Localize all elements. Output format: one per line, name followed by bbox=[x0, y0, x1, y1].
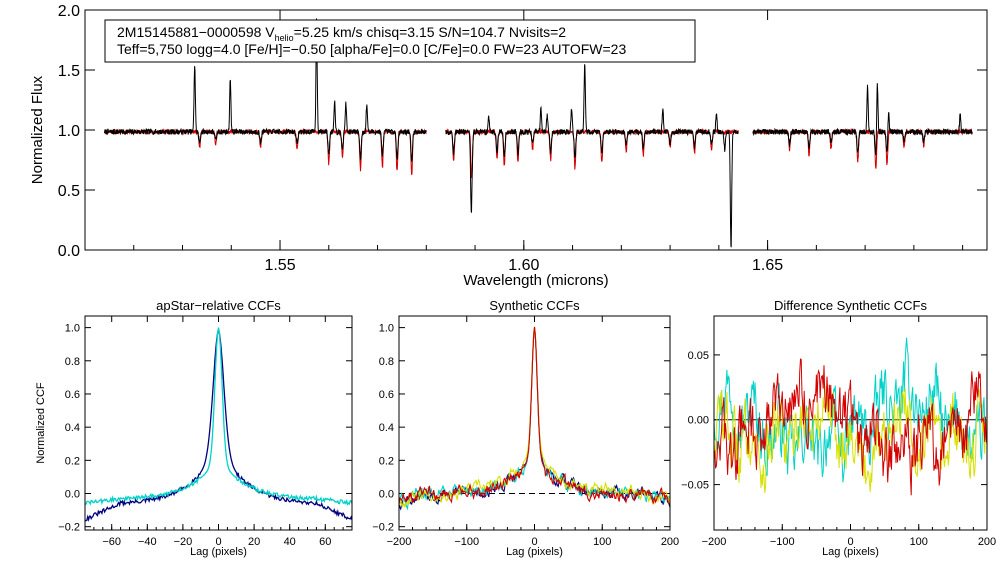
chart-panel-3: −200 −100 0 100 200 −0.05 0.00 0.05 Difference S… bbox=[681, 298, 996, 558]
model-spectrum-line bbox=[752, 127, 973, 169]
y-axis-label: Normalized Flux bbox=[29, 75, 46, 184]
y-axis-label: Normalized CCF bbox=[35, 382, 47, 464]
y-tick-label: 0.4 bbox=[379, 422, 394, 434]
y-tick-label: 1.0 bbox=[58, 123, 80, 140]
y-tick-label: 0.6 bbox=[65, 389, 80, 401]
y-tick-label: −0.2 bbox=[58, 522, 80, 534]
synthetic-ccf-synth-2 bbox=[399, 327, 670, 511]
x-axis-label: Wavelength (microns) bbox=[463, 272, 608, 289]
synthetic-ccf-synth-1 bbox=[399, 327, 670, 511]
x-tick-label: −100 bbox=[770, 536, 795, 548]
annotation-line-1: 2M15145881−0000598 Vhelio=5.25 km/s chis… bbox=[117, 24, 566, 43]
plot-area bbox=[714, 337, 987, 496]
chart-panel-0: 1.55 1.60 1.65 0.0 0.5 1.0 1.5 2.0 Wavelength (m… bbox=[29, 3, 988, 289]
difference-ccf-diff-2 bbox=[714, 385, 987, 493]
y-tick-label: 0.5 bbox=[58, 183, 80, 200]
y-tick-label: 0.8 bbox=[65, 356, 80, 368]
y-tick-label: 0.6 bbox=[379, 389, 394, 401]
annotation-subscript: helio bbox=[275, 33, 294, 43]
x-tick-label: 0 bbox=[215, 536, 221, 548]
x-tick-label: 200 bbox=[661, 536, 679, 548]
synthetic-ccf-synth-3 bbox=[399, 326, 670, 508]
y-tick-label: 1.0 bbox=[65, 323, 80, 335]
y-tick-label: 2.0 bbox=[58, 3, 80, 20]
x-tick-label: 1.60 bbox=[508, 257, 539, 274]
plot-area bbox=[399, 326, 670, 511]
chart-title: Difference Synthetic CCFs bbox=[774, 298, 927, 313]
plot-area bbox=[85, 327, 352, 522]
x-tick-label: −40 bbox=[138, 536, 157, 548]
x-axis-label: Lag (pixels) bbox=[506, 546, 563, 558]
axes-frame bbox=[84, 9, 988, 251]
x-tick-label: 100 bbox=[593, 536, 611, 548]
x-tick-label: −200 bbox=[387, 536, 412, 548]
y-tick-label: 0.8 bbox=[379, 356, 394, 368]
x-tick-label: 60 bbox=[319, 536, 331, 548]
x-tick-label: −100 bbox=[454, 536, 479, 548]
y-tick-label: 0.0 bbox=[58, 243, 80, 260]
x-tick-label: 20 bbox=[248, 536, 260, 548]
x-tick-label: 100 bbox=[910, 536, 928, 548]
annotation-star-id: 2M15145881−0000598 V bbox=[117, 24, 275, 40]
chart-panel-2: −200 −100 0 100 200 −0.2 0.0 0.2 0.4 0.6 0.8 1.0 Syn… bbox=[372, 298, 679, 558]
spectrum-annotation: 2M15145881−0000598 Vhelio=5.25 km/s chis… bbox=[104, 19, 696, 63]
y-tick-label: 0.05 bbox=[688, 350, 709, 362]
y-tick-label: 1.5 bbox=[58, 63, 80, 80]
observed-spectrum-line bbox=[104, 18, 427, 162]
x-tick-label: 200 bbox=[978, 536, 996, 548]
x-tick-label: 40 bbox=[284, 536, 296, 548]
annotation-box bbox=[104, 19, 696, 63]
x-tick-label: −20 bbox=[174, 536, 193, 548]
observed-spectrum-line bbox=[445, 64, 739, 248]
y-tick-label: 1.0 bbox=[379, 323, 394, 335]
synthetic-ccf-synth-4 bbox=[399, 326, 670, 505]
chart-title: apStar−relative CCFs bbox=[156, 298, 281, 313]
y-tick-label: 0.4 bbox=[65, 422, 80, 434]
axes-frame bbox=[713, 315, 988, 531]
model-spectrum-line bbox=[104, 127, 427, 175]
axes-frame bbox=[398, 315, 671, 531]
x-tick-label: −60 bbox=[102, 536, 121, 548]
chart-title: Synthetic CCFs bbox=[489, 298, 580, 313]
x-tick-label: −200 bbox=[702, 536, 727, 548]
y-tick-label: 0.2 bbox=[65, 455, 80, 467]
difference-ccf-diff-1 bbox=[714, 337, 987, 483]
x-tick-label: 0 bbox=[847, 536, 853, 548]
x-tick-label: 0 bbox=[531, 536, 537, 548]
difference-ccf-diff-3 bbox=[714, 358, 987, 496]
chart-panel-1: −60 −40 −20 0 20 40 60 −0.2 0.0 0.2 0.4 0.6 0.8 1.0 ap… bbox=[35, 298, 353, 558]
y-tick-label: 0.0 bbox=[65, 488, 80, 500]
y-tick-label: 0.00 bbox=[688, 415, 709, 427]
x-axis-label: Lag (pixels) bbox=[190, 546, 247, 558]
ccf-series-ccf-1 bbox=[85, 329, 352, 522]
ccf-series-ccf-2 bbox=[85, 327, 352, 506]
annotation-stats: =5.25 km/s chisq=3.15 S/N=104.7 Nvisits=… bbox=[294, 24, 567, 40]
y-tick-label: 0.0 bbox=[379, 488, 394, 500]
observed-spectrum-line bbox=[752, 83, 973, 156]
model-spectrum-line bbox=[445, 127, 739, 179]
axes-frame bbox=[84, 315, 353, 531]
plot-area bbox=[104, 18, 973, 248]
y-tick-label: −0.05 bbox=[681, 480, 709, 492]
annotation-line-2: Teff=5,750 logg=4.0 [Fe/H]=−0.50 [alpha/… bbox=[117, 41, 626, 57]
x-axis-label: Lag (pixels) bbox=[822, 546, 879, 558]
x-tick-label: 1.55 bbox=[264, 257, 295, 274]
y-tick-label: −0.2 bbox=[372, 522, 394, 534]
x-tick-label: 1.65 bbox=[752, 257, 783, 274]
y-tick-label: 0.2 bbox=[379, 455, 394, 467]
